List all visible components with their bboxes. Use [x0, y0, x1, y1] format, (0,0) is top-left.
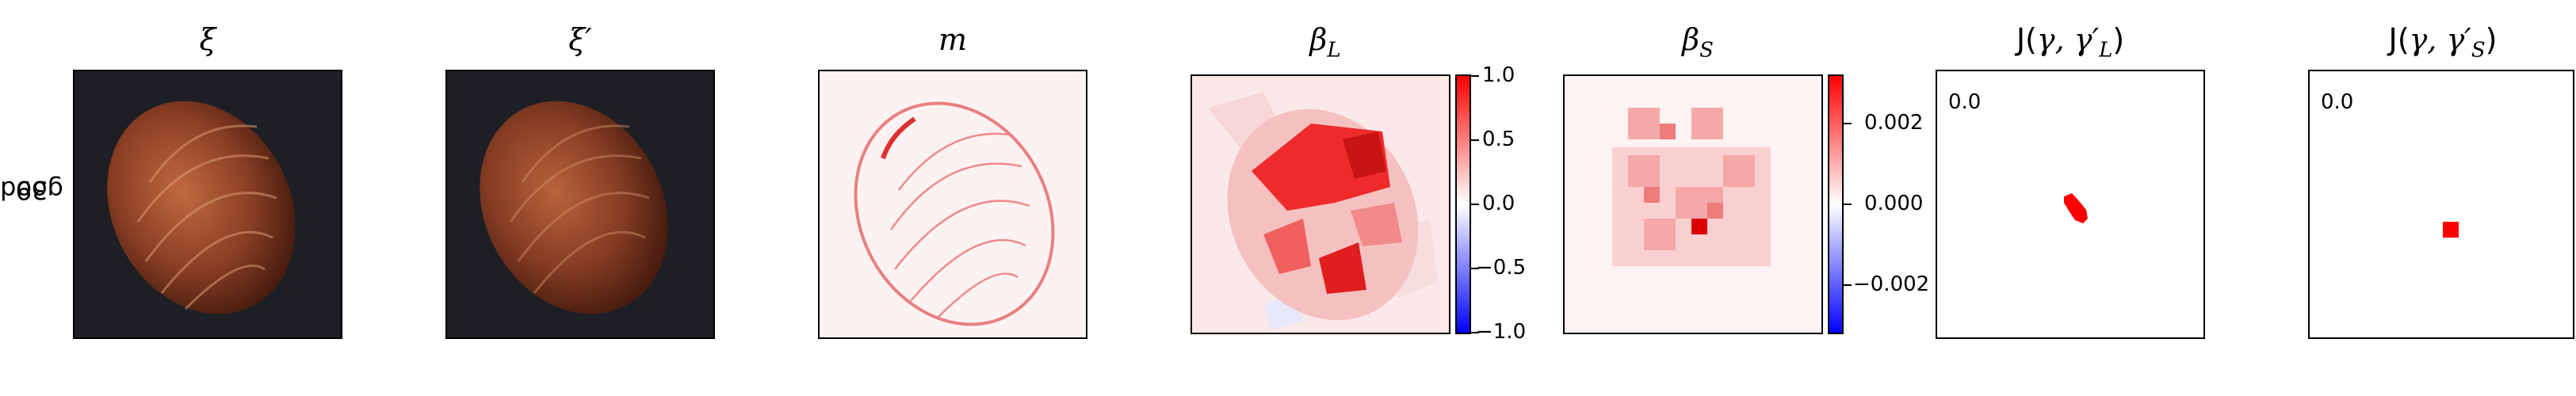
panel-m-title: m — [938, 22, 968, 57]
j-s-region — [2443, 222, 2459, 238]
beta-s-tick-mark — [1844, 123, 1852, 124]
panel-j-l-title: J(γ, γ′L) — [2016, 22, 2125, 63]
panel-m-image — [818, 70, 1087, 339]
beta-s-colorbar — [1828, 74, 1844, 334]
panel-j-s-title: J(γ, γ′S) — [2388, 22, 2498, 63]
beta-l-tick-mark — [1471, 75, 1479, 77]
beta-s-tick-mark — [1844, 204, 1852, 205]
beta-l-tick-label: −1.0 — [1476, 320, 1527, 344]
beta-l-tick-label: 0.0 — [1482, 192, 1515, 215]
beta-l-tick-mark — [1471, 204, 1479, 205]
beta-l-tick-label: 1.0 — [1482, 63, 1515, 87]
panel-j-l-image: 0.0 — [1936, 70, 2205, 339]
panel-beta-l-image — [1191, 74, 1450, 334]
panel-xi-prime-image — [445, 70, 715, 339]
j-s-value-label: 0.0 — [2321, 90, 2354, 114]
panel-j-s-image: 0.0 — [2308, 70, 2574, 339]
beta-l-tick-mark — [1471, 332, 1479, 333]
hazelnut-photo-perturbed — [447, 71, 713, 337]
beta-s-tick-label: 0.000 — [1864, 192, 1924, 215]
beta-l-tick-mark — [1471, 268, 1479, 269]
panel-xi-prime-title: ξ′ — [568, 22, 592, 57]
panel-beta-l-title: βL — [1309, 22, 1341, 63]
beta-s-tick-label: 0.002 — [1864, 111, 1924, 135]
j-l-region — [2064, 193, 2088, 223]
mask-map — [820, 71, 1086, 337]
hazelnut-photo — [75, 71, 341, 337]
row-label: good 39 — [0, 119, 63, 261]
beta-s-heatmap — [1565, 76, 1821, 333]
beta-l-tick-label: −0.5 — [1476, 256, 1527, 280]
panel-xi-image — [73, 70, 342, 339]
beta-s-tick-label: −0.002 — [1853, 272, 1930, 296]
panel-beta-s-image — [1563, 74, 1823, 334]
beta-l-heatmap — [1192, 76, 1449, 333]
beta-l-tick-mark — [1471, 139, 1479, 141]
beta-s-tick-mark — [1844, 284, 1852, 286]
beta-l-colorbar — [1455, 74, 1471, 334]
panel-xi-title: ξ — [199, 22, 216, 57]
j-l-value-label: 0.0 — [1948, 90, 1982, 114]
panel-beta-s-title: βS — [1682, 22, 1714, 63]
beta-l-tick-label: 0.5 — [1482, 128, 1515, 151]
row-label-index: 39 — [15, 175, 48, 205]
